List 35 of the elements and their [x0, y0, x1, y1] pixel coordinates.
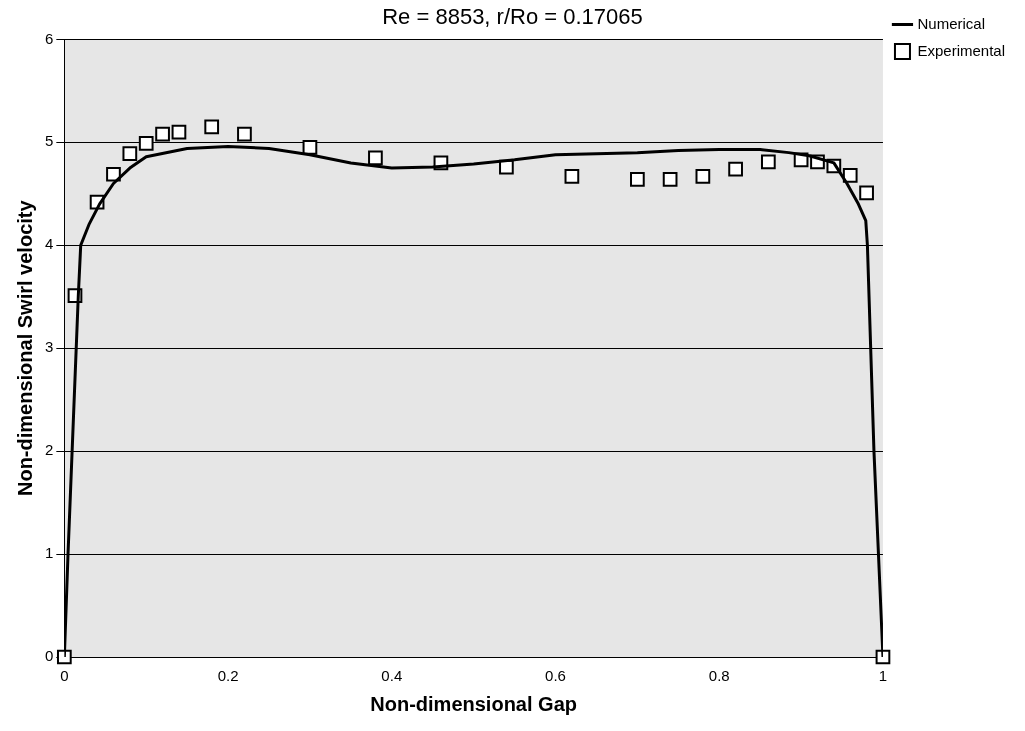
point [155, 126, 170, 142]
x-tick-label: 0.8 [708, 667, 730, 685]
point [106, 166, 121, 182]
point [204, 119, 220, 135]
x-tick-label: 0.6 [545, 667, 566, 685]
y-tick-label: 2 [45, 441, 54, 459]
y-tick-label: 5 [45, 132, 54, 150]
x-tick-label: 0.4 [381, 667, 403, 685]
point [56, 649, 72, 665]
x-tick-label: 1 [878, 667, 888, 685]
point [662, 172, 678, 187]
y-tick-label: 6 [45, 29, 54, 47]
point [842, 167, 858, 183]
y-tick-label: 0 [45, 647, 54, 665]
point [368, 150, 383, 166]
y-axis-title: Non-dimensional Swirl velocity [13, 199, 36, 497]
legend-label: Numerical [917, 14, 985, 32]
point [138, 136, 154, 151]
point [122, 146, 138, 162]
y-tick-label: 1 [45, 544, 54, 562]
point [695, 168, 711, 184]
point [237, 126, 252, 142]
chart-title: Re = 8853, r/Ro = 0.17065 [382, 4, 643, 30]
x-tick-label: 0.2 [217, 667, 239, 685]
y-tick-label: 4 [45, 235, 54, 253]
point [728, 161, 743, 177]
y-tick-label: 3 [45, 338, 54, 356]
point [564, 168, 580, 184]
point [171, 124, 187, 140]
point [859, 185, 874, 201]
point [760, 154, 776, 170]
legend-label: Experimental [917, 41, 1006, 59]
point [630, 172, 645, 187]
x-axis-title: Non-dimensional Gap [370, 692, 577, 715]
x-tick-label: 0 [60, 667, 69, 685]
